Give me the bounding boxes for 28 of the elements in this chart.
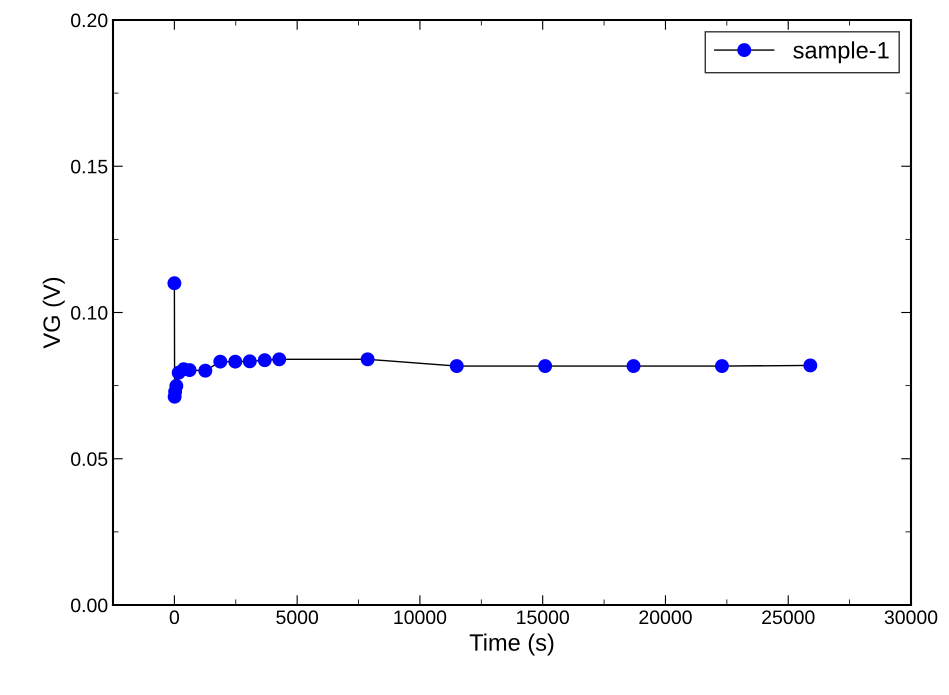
- point: [167, 276, 182, 290]
- point: [228, 354, 242, 369]
- x-tick-label: 15000: [517, 610, 569, 624]
- y-tick-label: 0.20: [71, 13, 108, 28]
- point: [714, 359, 729, 373]
- legend-label: sample-1: [793, 41, 889, 64]
- y-axis-title: VG (V): [42, 278, 65, 348]
- y-tick-label: 0.05: [71, 452, 108, 466]
- y-tick-label: 0.10: [71, 306, 108, 320]
- x-tick-label: 20000: [639, 610, 692, 624]
- x-axis-title: Time (s): [470, 634, 554, 656]
- x-tick-label: 0: [170, 610, 180, 624]
- point: [213, 354, 228, 369]
- y-tick-label: 0.00: [71, 598, 108, 612]
- x-tick-label: 10000: [394, 610, 446, 624]
- point: [626, 359, 640, 373]
- point: [538, 359, 552, 373]
- point: [242, 354, 257, 368]
- point: [360, 352, 375, 366]
- x-tick-label: 30000: [884, 610, 938, 624]
- point: [258, 353, 272, 368]
- point: [198, 364, 212, 378]
- point: [272, 352, 286, 366]
- x-tick-label: 5000: [276, 610, 318, 624]
- y-tick-label: 0.15: [71, 160, 108, 174]
- point: [803, 358, 818, 372]
- point: [450, 359, 464, 373]
- x-tick-label: 25000: [762, 610, 815, 624]
